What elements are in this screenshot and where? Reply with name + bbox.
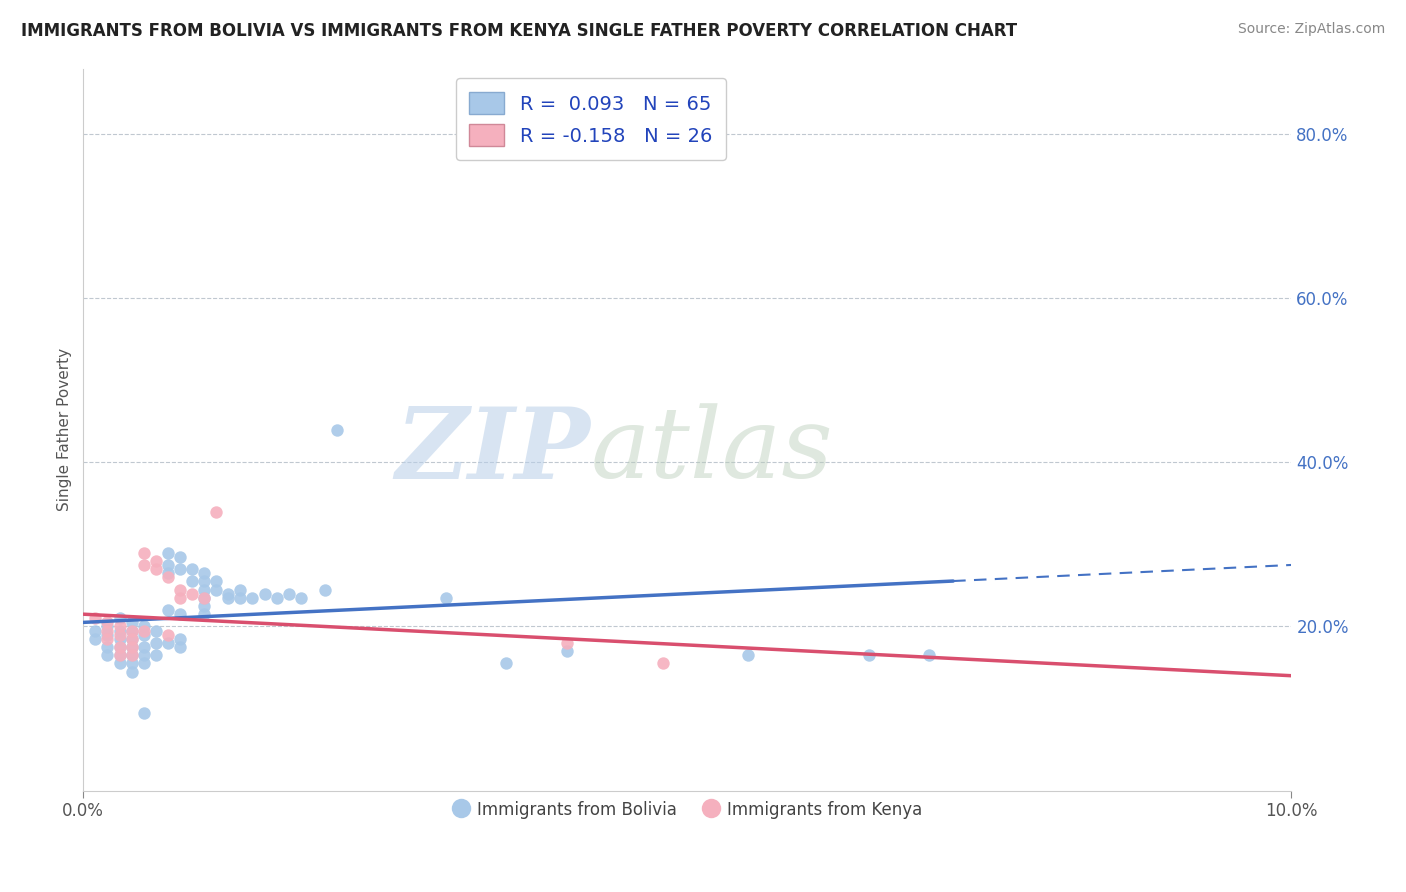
Point <box>121 624 143 638</box>
Point <box>169 591 191 605</box>
Point <box>737 648 759 663</box>
Point <box>96 632 118 646</box>
Point <box>169 549 191 564</box>
Point <box>229 591 252 605</box>
Point <box>169 562 191 576</box>
Point <box>326 423 349 437</box>
Point <box>253 587 276 601</box>
Point <box>169 582 191 597</box>
Point <box>229 582 252 597</box>
Point <box>181 587 204 601</box>
Point <box>918 648 941 663</box>
Point <box>193 574 215 589</box>
Point <box>121 648 143 663</box>
Point <box>84 632 107 646</box>
Point <box>108 619 131 633</box>
Point <box>169 640 191 654</box>
Point <box>266 591 288 605</box>
Legend: Immigrants from Bolivia, Immigrants from Kenya: Immigrants from Bolivia, Immigrants from… <box>446 794 929 826</box>
Point <box>132 624 155 638</box>
Point <box>217 587 239 601</box>
Point <box>652 657 675 671</box>
Point <box>132 619 155 633</box>
Point <box>205 582 228 597</box>
Point <box>205 505 228 519</box>
Point <box>205 574 228 589</box>
Point <box>108 640 131 654</box>
Point <box>121 665 143 679</box>
Point <box>121 615 143 630</box>
Point <box>121 632 143 646</box>
Point <box>242 591 264 605</box>
Point <box>193 591 215 605</box>
Point <box>132 546 155 560</box>
Point <box>84 611 107 625</box>
Point <box>108 640 131 654</box>
Point <box>169 607 191 622</box>
Point <box>217 591 239 605</box>
Y-axis label: Single Father Poverty: Single Father Poverty <box>58 348 72 511</box>
Point <box>145 554 167 568</box>
Point <box>108 611 131 625</box>
Point <box>108 632 131 646</box>
Point <box>145 648 167 663</box>
Point <box>193 582 215 597</box>
Point <box>132 657 155 671</box>
Point <box>145 624 167 638</box>
Point <box>96 648 118 663</box>
Point <box>132 558 155 572</box>
Point <box>132 628 155 642</box>
Point <box>108 648 131 663</box>
Point <box>193 591 215 605</box>
Point <box>108 648 131 663</box>
Point <box>145 636 167 650</box>
Point <box>156 566 179 581</box>
Point <box>121 657 143 671</box>
Point <box>108 657 131 671</box>
Point <box>193 599 215 613</box>
Point <box>96 615 118 630</box>
Point <box>181 562 204 576</box>
Text: IMMIGRANTS FROM BOLIVIA VS IMMIGRANTS FROM KENYA SINGLE FATHER POVERTY CORRELATI: IMMIGRANTS FROM BOLIVIA VS IMMIGRANTS FR… <box>21 22 1017 40</box>
Point <box>156 628 179 642</box>
Text: atlas: atlas <box>591 403 834 499</box>
Point <box>555 644 578 658</box>
Text: Source: ZipAtlas.com: Source: ZipAtlas.com <box>1237 22 1385 37</box>
Point <box>108 624 131 638</box>
Point <box>132 640 155 654</box>
Point <box>277 587 299 601</box>
Point <box>121 624 143 638</box>
Point <box>434 591 457 605</box>
Point <box>290 591 312 605</box>
Point <box>121 640 143 654</box>
Point <box>193 607 215 622</box>
Point <box>121 648 143 663</box>
Point <box>169 632 191 646</box>
Point <box>181 574 204 589</box>
Point <box>145 562 167 576</box>
Point <box>156 558 179 572</box>
Point <box>121 632 143 646</box>
Point <box>314 582 336 597</box>
Point <box>84 624 107 638</box>
Point <box>156 603 179 617</box>
Point <box>132 648 155 663</box>
Point <box>96 628 118 642</box>
Point <box>96 624 118 638</box>
Point <box>193 566 215 581</box>
Text: ZIP: ZIP <box>395 403 591 500</box>
Point <box>156 546 179 560</box>
Point <box>495 657 517 671</box>
Point <box>156 570 179 584</box>
Point <box>156 636 179 650</box>
Point <box>555 636 578 650</box>
Point <box>858 648 880 663</box>
Point <box>96 640 118 654</box>
Point <box>108 628 131 642</box>
Point <box>132 706 155 720</box>
Point <box>96 619 118 633</box>
Point <box>121 640 143 654</box>
